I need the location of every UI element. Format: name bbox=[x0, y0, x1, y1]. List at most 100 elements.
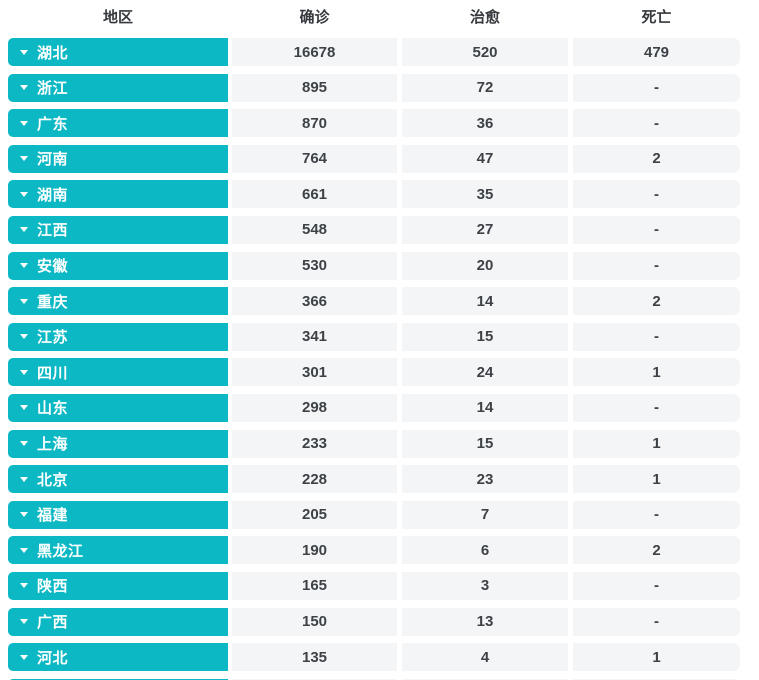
confirmed-cell: 190 bbox=[232, 536, 397, 565]
caret-down-icon bbox=[20, 191, 28, 197]
cured-cell: 36 bbox=[402, 109, 568, 138]
confirmed-cell: 661 bbox=[232, 180, 397, 209]
region-expand-cell[interactable]: 广东 bbox=[8, 109, 228, 138]
deaths-cell: 2 bbox=[573, 144, 740, 173]
cured-cell: 24 bbox=[402, 358, 568, 387]
caret-down-icon bbox=[20, 654, 28, 660]
cured-cell: 20 bbox=[402, 251, 568, 280]
confirmed-cell: 366 bbox=[232, 287, 397, 316]
deaths-cell bbox=[573, 678, 740, 680]
table-row: 安徽 530 20 - bbox=[8, 251, 759, 280]
table-row: 河南 764 47 2 bbox=[8, 144, 759, 173]
cured-cell: 13 bbox=[402, 607, 568, 636]
region-expand-cell[interactable]: 重庆 bbox=[8, 287, 228, 316]
region-expand-cell[interactable]: 四川 bbox=[8, 358, 228, 387]
table-row: 山东 298 14 - bbox=[8, 393, 759, 422]
confirmed-cell: 764 bbox=[232, 144, 397, 173]
deaths-cell: 1 bbox=[573, 643, 740, 672]
region-expand-cell[interactable]: 福建 bbox=[8, 500, 228, 529]
region-expand-cell[interactable]: 上海 bbox=[8, 429, 228, 458]
cured-cell: 7 bbox=[402, 500, 568, 529]
confirmed-cell: 298 bbox=[232, 393, 397, 422]
confirmed-cell: 205 bbox=[232, 500, 397, 529]
confirmed-cell: 233 bbox=[232, 429, 397, 458]
region-label: 黑龙江 bbox=[37, 542, 84, 560]
column-header-confirmed: 确诊 bbox=[299, 9, 330, 26]
cured-cell: 47 bbox=[402, 144, 568, 173]
deaths-cell: - bbox=[573, 215, 740, 244]
region-label: 河北 bbox=[37, 649, 69, 667]
table-row: 河北 135 4 1 bbox=[8, 643, 759, 672]
column-header-cured: 治愈 bbox=[469, 9, 500, 26]
region-expand-cell[interactable]: 湖北 bbox=[8, 38, 228, 66]
region-expand-cell[interactable]: 江苏 bbox=[8, 322, 228, 351]
deaths-cell: - bbox=[573, 109, 740, 138]
caret-down-icon bbox=[20, 476, 28, 482]
cured-cell: 520 bbox=[402, 38, 568, 66]
region-label: 北京 bbox=[37, 471, 69, 489]
table-row: 江苏 341 15 - bbox=[8, 322, 759, 351]
deaths-cell: 2 bbox=[573, 287, 740, 316]
region-expand-cell[interactable]: 河北 bbox=[8, 643, 228, 672]
region-expand-cell[interactable]: 江西 bbox=[8, 215, 228, 244]
caret-down-icon bbox=[20, 619, 28, 624]
caret-down-icon bbox=[20, 583, 28, 589]
cured-cell: 72 bbox=[402, 73, 568, 102]
confirmed-cell: 548 bbox=[232, 215, 397, 244]
deaths-cell: 1 bbox=[573, 429, 740, 458]
table-row: 黑龙江 190 6 2 bbox=[8, 536, 759, 565]
caret-down-icon bbox=[20, 120, 28, 126]
region-label: 上海 bbox=[37, 436, 69, 454]
confirmed-cell: 301 bbox=[232, 358, 397, 387]
confirmed-cell bbox=[232, 678, 397, 680]
table-row: 江西 548 27 - bbox=[8, 215, 759, 244]
table-header-row: 地区 确诊 治愈 死亡 bbox=[0, 0, 759, 33]
region-label: 广东 bbox=[37, 115, 69, 133]
region-label: 湖南 bbox=[37, 186, 69, 204]
table-rows: 湖北 16678 520 479 浙江 895 72 - 广东 870 36 -… bbox=[0, 38, 759, 680]
region-label: 四川 bbox=[37, 364, 69, 382]
deaths-cell: 479 bbox=[573, 38, 740, 66]
confirmed-cell: 895 bbox=[232, 73, 397, 102]
region-label: 山东 bbox=[37, 400, 69, 418]
cured-cell: 4 bbox=[402, 643, 568, 672]
deaths-cell: 2 bbox=[573, 536, 740, 565]
region-expand-cell[interactable]: 湖南 bbox=[8, 180, 228, 209]
region-expand-cell[interactable] bbox=[8, 678, 228, 680]
region-expand-cell[interactable]: 北京 bbox=[8, 465, 228, 494]
deaths-cell: 1 bbox=[573, 465, 740, 494]
caret-down-icon bbox=[20, 49, 28, 55]
caret-down-icon bbox=[20, 227, 28, 233]
region-expand-cell[interactable]: 广西 bbox=[8, 607, 228, 636]
confirmed-cell: 870 bbox=[232, 109, 397, 138]
cured-cell: 35 bbox=[402, 180, 568, 209]
confirmed-cell: 135 bbox=[232, 643, 397, 672]
caret-down-icon bbox=[20, 263, 28, 269]
region-expand-cell[interactable]: 陕西 bbox=[8, 571, 228, 600]
confirmed-cell: 165 bbox=[232, 571, 397, 600]
table-row: 四川 301 24 1 bbox=[8, 358, 759, 387]
region-expand-cell[interactable]: 浙江 bbox=[8, 73, 228, 102]
region-expand-cell[interactable]: 河南 bbox=[8, 144, 228, 173]
cured-cell bbox=[402, 678, 568, 680]
confirmed-cell: 530 bbox=[232, 251, 397, 280]
caret-down-icon bbox=[20, 334, 28, 340]
region-expand-cell[interactable]: 山东 bbox=[8, 393, 228, 422]
cured-cell: 14 bbox=[402, 287, 568, 316]
deaths-cell: - bbox=[573, 393, 740, 422]
table-row: 广西 150 13 - bbox=[8, 607, 759, 636]
caret-down-icon bbox=[20, 405, 28, 411]
table-row bbox=[8, 678, 759, 680]
confirmed-cell: 228 bbox=[232, 465, 397, 494]
region-expand-cell[interactable]: 黑龙江 bbox=[8, 536, 228, 565]
deaths-cell: - bbox=[573, 322, 740, 351]
table-row: 重庆 366 14 2 bbox=[8, 287, 759, 316]
region-label: 广西 bbox=[37, 614, 69, 631]
region-expand-cell[interactable]: 安徽 bbox=[8, 251, 228, 280]
cured-cell: 23 bbox=[402, 465, 568, 494]
deaths-cell: - bbox=[573, 500, 740, 529]
deaths-cell: 1 bbox=[573, 358, 740, 387]
table-row: 陕西 165 3 - bbox=[8, 571, 759, 600]
region-label: 浙江 bbox=[37, 80, 69, 98]
